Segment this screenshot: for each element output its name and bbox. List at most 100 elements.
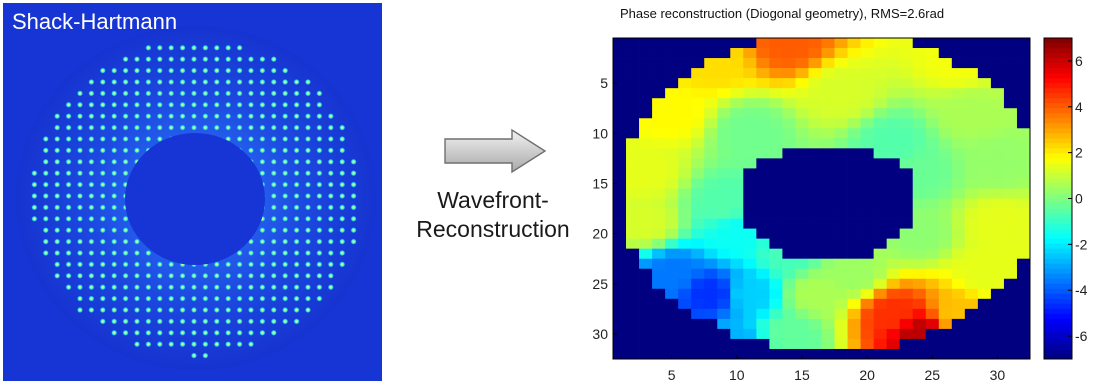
heatmap-cell	[795, 228, 809, 239]
lenslet-spot	[270, 295, 277, 302]
lenslet-spot	[213, 341, 220, 348]
lenslet-spot	[304, 135, 312, 143]
heatmap-cell	[899, 248, 914, 260]
heatmap-cell	[951, 168, 966, 179]
heatmap-cell	[977, 238, 992, 250]
lenslet-spot	[293, 215, 300, 222]
lenslet-spot	[282, 90, 289, 97]
heatmap-cell	[678, 178, 692, 189]
heatmap-cell	[977, 118, 992, 129]
heatmap-cell	[1003, 48, 1018, 59]
colorbar-segment	[1044, 248, 1072, 255]
heatmap-cell	[899, 288, 914, 300]
heatmap-cell	[639, 88, 653, 99]
lenslet-spot	[202, 272, 209, 279]
colorbar-segment	[1044, 198, 1072, 204]
heatmap-cell	[678, 68, 692, 79]
heatmap-cell	[665, 138, 679, 149]
heatmap-cell	[626, 238, 640, 250]
heatmap-cell	[769, 268, 783, 280]
lenslet-spot	[270, 101, 277, 108]
heatmap-cell	[613, 38, 627, 49]
heatmap-cell	[704, 178, 718, 189]
heatmap-cell	[1016, 168, 1031, 179]
heatmap-cell	[717, 288, 731, 300]
lenslet-spot	[65, 204, 72, 211]
heatmap-cell	[743, 208, 757, 219]
heatmap-cell	[652, 168, 666, 179]
lenslet-spot	[190, 44, 198, 51]
heatmap-cell	[782, 258, 796, 270]
heatmap-cell	[886, 338, 901, 350]
heatmap-cell	[821, 178, 835, 189]
heatmap-cell	[717, 298, 731, 310]
heatmap-cell	[717, 238, 731, 250]
lenslet-spot	[42, 181, 49, 188]
heatmap-cell	[873, 98, 888, 109]
heatmap-cell	[639, 118, 653, 129]
heatmap-cell	[639, 248, 653, 260]
heatmap-cell	[691, 258, 705, 270]
heatmap-cell	[769, 238, 783, 250]
heatmap-cell	[756, 338, 770, 350]
heatmap-cell	[613, 218, 627, 229]
heatmap-cell	[834, 268, 848, 280]
colorbar-segment	[1044, 233, 1072, 240]
heatmap-cell	[821, 108, 835, 119]
lenslet-spot	[122, 306, 129, 314]
heatmap-cell	[990, 288, 1005, 300]
heatmap-cell	[743, 98, 757, 109]
heatmap-cell	[847, 178, 861, 189]
heatmap-cell	[1016, 108, 1031, 119]
heatmap-cell	[691, 98, 705, 109]
lenslet-spot	[236, 56, 243, 63]
lenslet-spot	[145, 249, 152, 257]
lenslet-spot	[202, 284, 209, 291]
heatmap-cell	[743, 108, 757, 119]
heatmap-cell	[782, 348, 796, 360]
heatmap-cell	[769, 288, 783, 300]
heatmap-cell	[652, 128, 666, 139]
lenslet-spot	[339, 215, 346, 222]
heatmap-cell	[847, 108, 861, 119]
lenslet-spot	[270, 135, 277, 143]
lenslet-spot	[190, 295, 198, 302]
lenslet-spot	[225, 284, 232, 291]
heatmap-cell	[626, 268, 640, 280]
heatmap-cell	[691, 308, 705, 320]
heatmap-cell	[938, 68, 953, 79]
lenslet-spot	[225, 261, 232, 268]
heatmap-cell	[652, 148, 666, 159]
heatmap-cell	[704, 318, 718, 330]
lenslet-spot	[293, 90, 300, 97]
lenslet-spot	[293, 124, 300, 131]
heatmap-cell	[964, 98, 979, 109]
heatmap-cell	[834, 108, 848, 119]
lenslet-spot	[316, 204, 323, 211]
heatmap-cell	[860, 108, 874, 119]
lenslet-spot	[225, 113, 232, 120]
heatmap-cell	[951, 288, 966, 300]
heatmap-cell	[860, 88, 874, 99]
lenslet-spot	[122, 295, 129, 302]
lenslet-spot	[99, 284, 106, 291]
heatmap-cell	[756, 308, 770, 320]
heatmap-cell	[1016, 118, 1031, 129]
heatmap-cell	[665, 108, 679, 119]
lenslet-spot	[213, 284, 220, 291]
heatmap-cell	[899, 218, 914, 229]
heatmap-cell	[886, 88, 901, 99]
lenslet-spot	[133, 78, 141, 86]
colorbar-segment	[1044, 303, 1072, 310]
lenslet-spot	[42, 170, 49, 177]
heatmap-cell	[847, 308, 861, 320]
heatmap-cell	[873, 248, 888, 260]
heatmap-cell	[1016, 38, 1031, 49]
lenslet-spot	[236, 261, 243, 268]
lenslet-spot	[145, 135, 152, 143]
heatmap-cell	[743, 308, 757, 320]
lenslet-spot	[99, 272, 106, 279]
heatmap-cell	[769, 58, 783, 69]
heatmap-cell	[860, 298, 874, 310]
heatmap-cell	[704, 78, 718, 89]
